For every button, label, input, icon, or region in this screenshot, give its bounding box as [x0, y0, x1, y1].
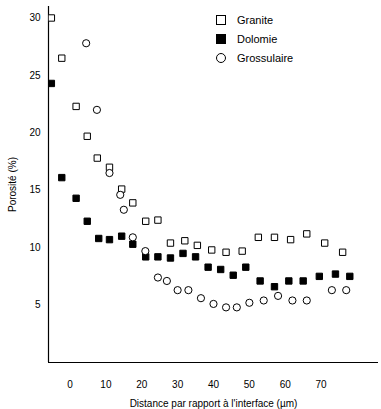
html-text:Granite: Granite	[237, 13, 274, 26]
svg-text:5: 5	[35, 299, 41, 310]
svg-text:70: 70	[316, 379, 328, 390]
svg-text:15: 15	[29, 184, 41, 195]
svg-text:0: 0	[67, 379, 73, 390]
svg-text:20: 20	[136, 379, 148, 390]
html-text:Dolomie: Dolomie	[237, 32, 278, 45]
svg-text:Porosité (%): Porosité (%)	[7, 157, 18, 212]
html-text:Grossulaire: Grossulaire	[237, 51, 294, 64]
svg-text:25: 25	[29, 70, 41, 81]
svg-text:50: 50	[244, 379, 256, 390]
svg-text:Distance par rapport à l'inter: Distance par rapport à l'interface (µm)	[130, 398, 298, 409]
svg-text:30: 30	[172, 379, 184, 390]
svg-text:10: 10	[29, 242, 41, 253]
svg-text:40: 40	[208, 379, 220, 390]
svg-text:10: 10	[100, 379, 112, 390]
svg-text:60: 60	[280, 379, 292, 390]
svg-text:30: 30	[29, 12, 41, 23]
svg-text:20: 20	[29, 127, 41, 138]
